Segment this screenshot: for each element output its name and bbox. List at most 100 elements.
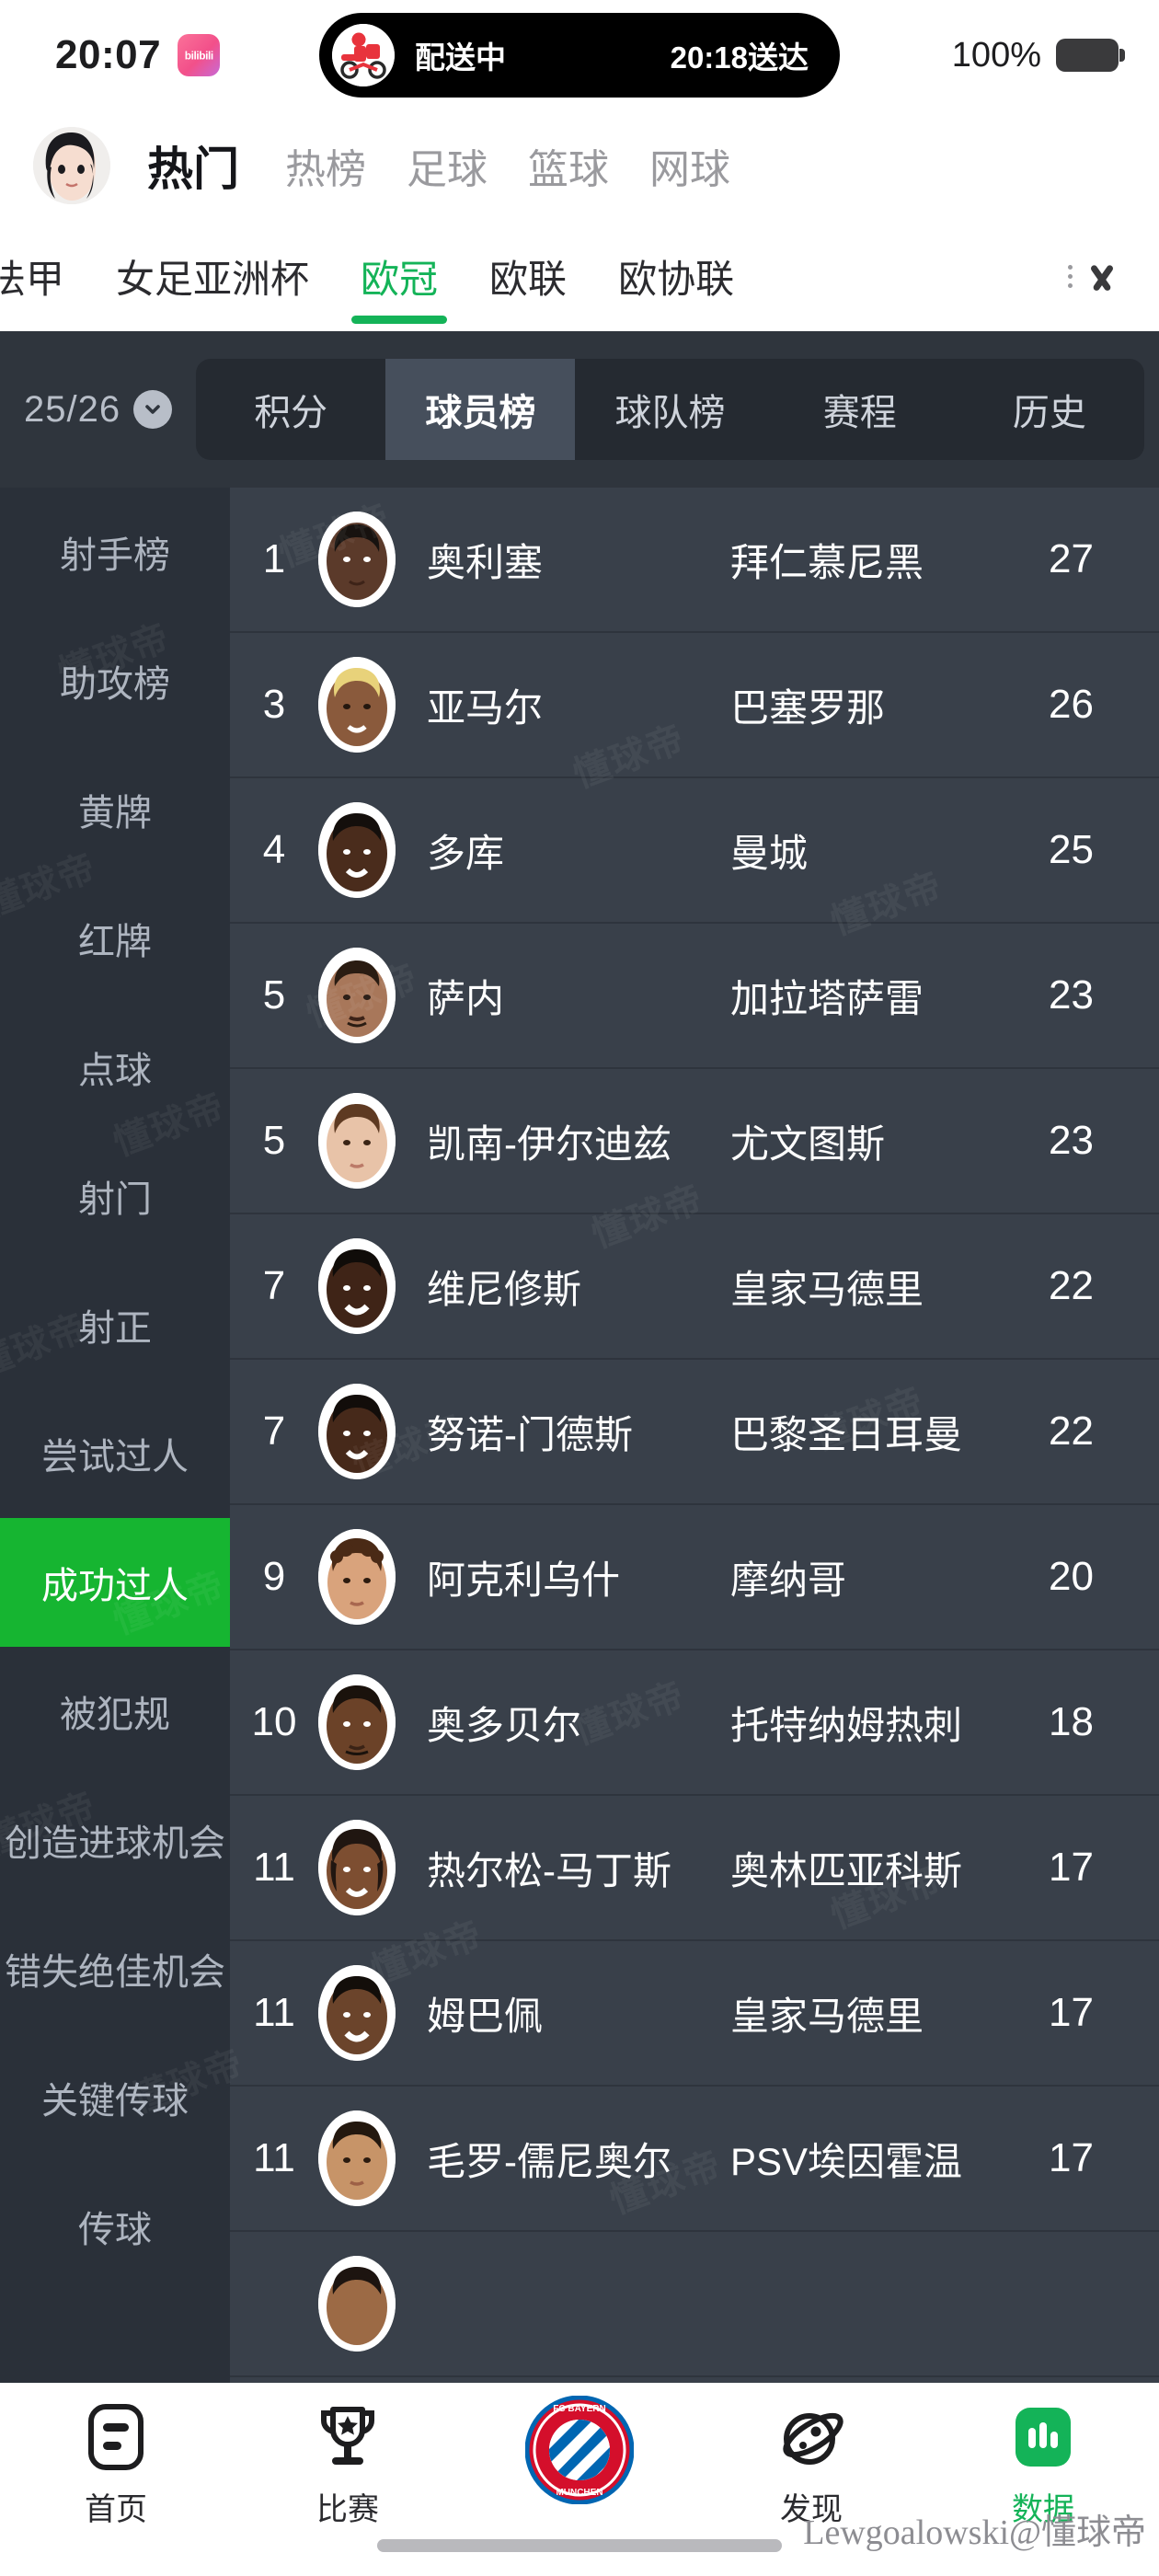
- nav-item-tennis[interactable]: 网球: [649, 147, 730, 192]
- svg-text:MUNCHEN: MUNCHEN: [556, 2488, 602, 2498]
- tab-points[interactable]: 积分: [254, 393, 328, 433]
- fc-bayern-logo-svg: FC BAYERN MUNCHEN: [524, 2395, 635, 2505]
- table-row[interactable]: 11 姆巴佩 皇家马德里 17: [230, 1941, 1159, 2087]
- row-value: 23: [1049, 1118, 1094, 1163]
- row-rank: 11: [253, 1990, 295, 2035]
- more-dots-icon: [1068, 264, 1073, 288]
- sidebar-item-red-cards[interactable]: 红牌: [78, 922, 152, 962]
- season-selector[interactable]: 25/26: [24, 388, 173, 431]
- row-team-name: 皇家马德里: [730, 1267, 924, 1311]
- stats-controls: 25/26 积分 球员榜 球队榜 赛程 历史: [0, 331, 1159, 488]
- player-photo: [318, 1529, 396, 1625]
- row-player-name: 热尔松-马丁斯: [427, 1848, 671, 1892]
- discover-icon: [777, 2403, 845, 2471]
- bottom-nav-discover[interactable]: 发现: [695, 2403, 927, 2529]
- table-row[interactable]: 7 维尼修斯 皇家马德里 22: [230, 1214, 1159, 1360]
- row-team-name: 摩纳哥: [730, 1558, 847, 1602]
- bottom-nav-club-logo[interactable]: FC BAYERN MUNCHEN: [464, 2395, 695, 2505]
- table-row[interactable]: 3 亚马尔 巴塞罗那 26: [230, 633, 1159, 778]
- table-row[interactable]: 10 奥多贝尔 托特纳姆热刺 18: [230, 1650, 1159, 1796]
- row-value: 18: [1049, 1699, 1094, 1744]
- dynamic-island[interactable]: 配送中 20:18送达: [319, 13, 840, 98]
- league-more-group[interactable]: [1068, 264, 1159, 288]
- stats-bars-icon: [1009, 2403, 1077, 2471]
- nav-item-hotlist[interactable]: 热榜: [285, 147, 366, 192]
- player-photo: [318, 1820, 396, 1915]
- bottom-nav-matches[interactable]: 比赛: [232, 2403, 464, 2529]
- status-bar-right: 100%: [952, 36, 1125, 75]
- table-row[interactable]: 7 努诺-门德斯 巴黎圣日耳曼 22: [230, 1360, 1159, 1505]
- bottom-nav-discover-label: 发现: [780, 2492, 843, 2527]
- sidebar-item-top-scorers[interactable]: 射手榜: [60, 535, 170, 576]
- sidebar-item-big-chances-missed[interactable]: 错失绝佳机会: [5, 1952, 225, 1993]
- credit-watermark: Lewgoalowski@懂球帝: [803, 2513, 1146, 2552]
- sidebar-item-penalties[interactable]: 点球: [78, 1051, 152, 1091]
- row-player-name: 凯南-伊尔迪兹: [427, 1121, 671, 1166]
- player-photo: [318, 1674, 396, 1770]
- stats-bars-svg: [1016, 2408, 1071, 2467]
- row-value: 27: [1049, 536, 1094, 581]
- tab-fixtures[interactable]: 赛程: [822, 393, 897, 433]
- player-photo: [318, 1238, 396, 1334]
- league-tab-ligue1[interactable]: 法甲: [0, 257, 65, 301]
- row-player-name: 奥利塞: [427, 540, 544, 584]
- sidebar-item-dribbles-attempted[interactable]: 尝试过人: [41, 1437, 189, 1478]
- sidebar-item-shots-on-target[interactable]: 射正: [78, 1308, 152, 1349]
- user-avatar[interactable]: [33, 127, 110, 204]
- row-value: 17: [1049, 1845, 1094, 1890]
- table-row[interactable]: 5 萨内 加拉塔萨雷 23: [230, 924, 1159, 1069]
- league-tab-uecl[interactable]: 欧协联: [618, 257, 735, 301]
- row-player-name: 萨内: [427, 976, 505, 1020]
- row-player-name: 姆巴佩: [427, 1994, 544, 2038]
- table-row[interactable]: 5 凯南-伊尔迪兹 尤文图斯 23: [230, 1069, 1159, 1214]
- league-tab-womens-asian-cup[interactable]: 女足亚洲杯: [116, 257, 310, 301]
- bottom-nav-home[interactable]: 首页: [0, 2403, 232, 2529]
- nav-item-football[interactable]: 足球: [407, 147, 488, 192]
- player-photo: [318, 1384, 396, 1479]
- sidebar-item-yellow-cards[interactable]: 黄牌: [78, 793, 152, 834]
- table-row[interactable]: [230, 2232, 1159, 2377]
- chevron-down-circle-icon[interactable]: [133, 390, 173, 429]
- chevron-down-icon[interactable]: [1082, 264, 1122, 288]
- row-team-name: 拜仁慕尼黑: [730, 540, 924, 584]
- tab-history[interactable]: 历史: [1012, 393, 1086, 433]
- bottom-nav-matches-label: 比赛: [316, 2492, 379, 2527]
- league-tab-ucl[interactable]: 欧冠: [335, 221, 464, 331]
- nav-item-hot[interactable]: 热门: [147, 144, 239, 195]
- row-player-name: 奥多贝尔: [427, 1703, 582, 1747]
- table-row[interactable]: 4 多库 曼城 25: [230, 778, 1159, 924]
- sidebar-item-passes[interactable]: 传球: [78, 2210, 152, 2250]
- row-rank: 11: [253, 2135, 295, 2180]
- row-rank: 5: [262, 1118, 286, 1163]
- table-row[interactable]: 9 阿克利乌什 摩纳哥 20: [230, 1505, 1159, 1650]
- status-bar: 20:07 bilibili 配送中 20:18送达: [0, 0, 1159, 110]
- svg-text:FC BAYERN: FC BAYERN: [553, 2404, 605, 2414]
- row-player-name: 毛罗-儒尼奥尔: [427, 2139, 671, 2183]
- row-team-name: 巴黎圣日耳曼: [730, 1412, 963, 1456]
- row-rank: 3: [262, 682, 286, 727]
- sidebar-item-dribbles-completed[interactable]: 成功过人: [0, 1518, 230, 1647]
- tab-team-rankings[interactable]: 球队榜: [614, 393, 726, 433]
- bottom-nav-stats[interactable]: 数据: [927, 2403, 1159, 2529]
- sidebar-item-shots[interactable]: 射门: [78, 1179, 152, 1220]
- stats-body: 射手榜 助攻榜 黄牌 红牌 点球 射门 射正 尝试过人 成功过人 被犯规 创造进…: [0, 488, 1159, 2383]
- row-value: 20: [1049, 1554, 1094, 1599]
- player-photo: [318, 2110, 396, 2206]
- sidebar-item-fouls-suffered[interactable]: 被犯规: [60, 1695, 170, 1735]
- delivery-scooter-svg: [332, 24, 395, 86]
- trophy-icon: [314, 2403, 382, 2471]
- table-row[interactable]: 11 毛罗-儒尼奥尔 PSV埃因霍温 17: [230, 2087, 1159, 2232]
- tab-player-rankings[interactable]: 球员榜: [385, 359, 576, 460]
- stats-segment-bar: 积分 球员榜 球队榜 赛程 历史: [196, 359, 1144, 460]
- stats-panel: 25/26 积分 球员榜 球队榜 赛程 历史 射手榜 助攻榜 黄牌: [0, 331, 1159, 2383]
- season-label: 25/26: [24, 388, 121, 430]
- sidebar-item-assists[interactable]: 助攻榜: [60, 664, 170, 705]
- sidebar-item-chances-created[interactable]: 创造进球机会: [5, 1823, 225, 1864]
- table-row[interactable]: 11 热尔松-马丁斯 奥林匹亚科斯 17: [230, 1796, 1159, 1941]
- league-tab-uel[interactable]: 欧联: [489, 257, 568, 301]
- table-row[interactable]: 1 奥利塞 拜仁慕尼黑 27: [230, 488, 1159, 633]
- sidebar-item-key-passes[interactable]: 关键传球: [41, 2081, 189, 2122]
- nav-item-basketball[interactable]: 篮球: [528, 147, 609, 192]
- player-ranking-list[interactable]: 1 奥利塞 拜仁慕尼黑 27 3 亚马尔 巴塞罗那 26 4 多库: [230, 488, 1159, 2383]
- row-rank: 10: [251, 1699, 297, 1744]
